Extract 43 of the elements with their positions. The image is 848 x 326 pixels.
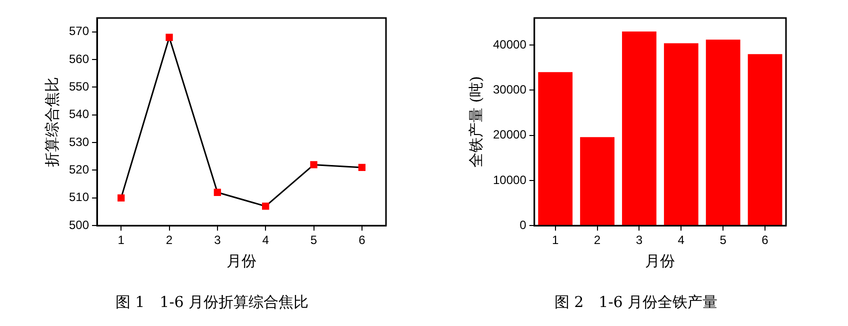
x-tick-label: 1 [118, 233, 125, 248]
y-tick-label: 560 [68, 52, 90, 66]
bar [706, 40, 740, 226]
x-tick-label: 2 [166, 233, 173, 248]
x-axis-title: 月份 [645, 252, 676, 270]
y-tick-label: 550 [68, 80, 90, 94]
bar [664, 43, 698, 226]
x-tick-label: 4 [262, 233, 270, 248]
point [166, 34, 173, 41]
y-tick-label: 530 [68, 134, 90, 149]
x-tick-label: 4 [678, 233, 685, 248]
bar [748, 54, 782, 226]
point [262, 202, 270, 210]
text: 图 1 1-6 月份折算综合焦比 [114, 293, 310, 312]
x-tick-label: 5 [720, 233, 727, 248]
point [310, 161, 318, 168]
y-tick-label: 10000 [492, 172, 527, 187]
point [118, 194, 125, 202]
point [358, 164, 366, 172]
x-tick-label: 1 [552, 233, 559, 248]
y-tick-label: 0 [520, 218, 527, 232]
y-tick-label: 40000 [492, 37, 527, 52]
x-tick-label: 5 [310, 233, 318, 248]
bar [622, 32, 656, 226]
x-axis-title: 月份 [226, 252, 257, 270]
x-tick-label: 2 [594, 233, 601, 248]
x-tick-label: 6 [358, 233, 366, 248]
y-tick-label: 20000 [492, 128, 527, 142]
y-axis-title: 全铁产量 (吨) [466, 76, 485, 168]
x-tick-label: 3 [214, 233, 222, 248]
y-tick-label: 30000 [492, 82, 527, 97]
x-tick-label: 6 [762, 233, 769, 248]
y-tick-label: 520 [68, 162, 90, 177]
y-tick-label: 500 [68, 218, 90, 232]
bar [580, 137, 614, 226]
bar [538, 72, 573, 226]
y-tick-label: 510 [68, 190, 90, 204]
point [214, 188, 222, 196]
text: 图 2 1-6 月份全铁产量 [553, 293, 719, 312]
x-tick-label: 3 [636, 233, 643, 248]
y-tick-label: 570 [68, 24, 90, 38]
y-axis-title: 折算综合焦比 [42, 76, 61, 167]
y-tick-label: 540 [68, 107, 90, 122]
